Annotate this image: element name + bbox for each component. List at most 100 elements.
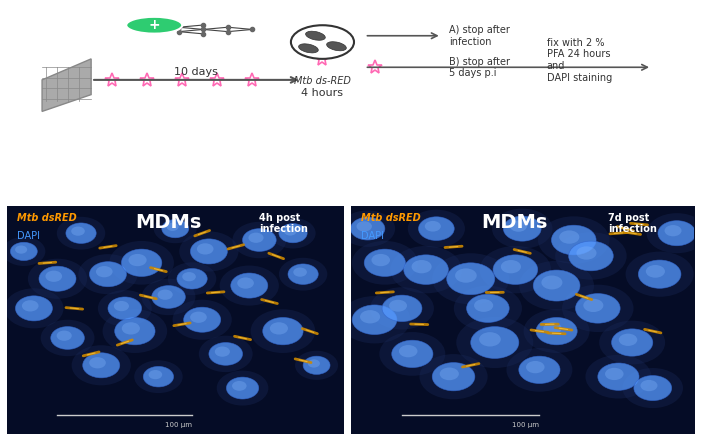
Circle shape: [471, 327, 519, 358]
Circle shape: [372, 254, 390, 266]
Text: fix with 2 %
PFA 24 hours
and
DAPI staining: fix with 2 % PFA 24 hours and DAPI stain…: [547, 38, 612, 83]
Circle shape: [57, 331, 72, 341]
Circle shape: [419, 354, 488, 399]
Circle shape: [382, 295, 422, 321]
Circle shape: [263, 318, 303, 345]
Circle shape: [184, 307, 221, 332]
Circle shape: [233, 222, 286, 258]
Text: +: +: [149, 18, 160, 32]
Circle shape: [46, 271, 62, 282]
Circle shape: [524, 309, 590, 353]
Circle shape: [576, 246, 597, 260]
Circle shape: [98, 290, 151, 327]
Circle shape: [533, 270, 580, 301]
Circle shape: [4, 288, 64, 328]
Circle shape: [128, 254, 147, 266]
Circle shape: [474, 299, 494, 312]
Circle shape: [28, 259, 87, 299]
Circle shape: [15, 296, 53, 321]
Circle shape: [447, 263, 495, 295]
Circle shape: [352, 305, 397, 335]
Text: Mtb ds-RED: Mtb ds-RED: [294, 76, 351, 86]
Circle shape: [519, 261, 594, 311]
Circle shape: [360, 310, 380, 323]
Circle shape: [455, 268, 477, 283]
Circle shape: [197, 243, 214, 254]
Circle shape: [251, 309, 315, 353]
Circle shape: [158, 290, 172, 300]
Circle shape: [599, 321, 665, 364]
Circle shape: [231, 273, 268, 298]
Circle shape: [479, 332, 501, 346]
Circle shape: [122, 322, 140, 335]
Circle shape: [89, 357, 106, 368]
Circle shape: [39, 266, 76, 291]
Circle shape: [646, 265, 665, 278]
Circle shape: [619, 334, 637, 346]
Circle shape: [559, 230, 579, 244]
Circle shape: [237, 277, 254, 289]
Circle shape: [339, 296, 410, 343]
Circle shape: [665, 225, 681, 237]
Circle shape: [149, 370, 162, 379]
Text: 100 µm: 100 µm: [165, 422, 192, 428]
Circle shape: [271, 218, 315, 248]
Circle shape: [357, 221, 372, 231]
Circle shape: [541, 276, 562, 290]
Circle shape: [179, 231, 238, 272]
Circle shape: [108, 297, 142, 320]
Text: 7d post
infection: 7d post infection: [608, 213, 657, 234]
Circle shape: [115, 318, 155, 345]
Circle shape: [408, 210, 465, 247]
Circle shape: [379, 332, 445, 376]
Circle shape: [142, 279, 196, 315]
Circle shape: [538, 216, 609, 264]
Circle shape: [168, 262, 217, 295]
Circle shape: [219, 265, 279, 306]
Circle shape: [641, 380, 658, 391]
Circle shape: [270, 322, 288, 335]
Circle shape: [288, 264, 318, 284]
Circle shape: [293, 268, 307, 277]
Circle shape: [121, 249, 162, 276]
Ellipse shape: [327, 42, 346, 51]
Circle shape: [182, 272, 196, 281]
Text: DAPI: DAPI: [361, 231, 384, 241]
Circle shape: [562, 285, 634, 332]
Circle shape: [209, 343, 243, 365]
Circle shape: [308, 359, 320, 367]
Circle shape: [215, 346, 230, 357]
Text: DAPI: DAPI: [17, 231, 40, 241]
Circle shape: [114, 301, 129, 311]
Circle shape: [404, 255, 449, 284]
Text: MDMs: MDMs: [135, 213, 201, 232]
Circle shape: [143, 367, 174, 387]
Ellipse shape: [299, 44, 318, 53]
Circle shape: [83, 353, 120, 378]
Text: 100 µm: 100 µm: [512, 422, 540, 428]
Circle shape: [611, 329, 653, 356]
Circle shape: [658, 221, 695, 246]
Circle shape: [365, 249, 405, 276]
Circle shape: [526, 361, 545, 373]
Circle shape: [352, 241, 418, 285]
Circle shape: [569, 241, 613, 271]
Circle shape: [440, 367, 459, 380]
Circle shape: [41, 320, 95, 356]
Circle shape: [605, 368, 624, 380]
Circle shape: [90, 261, 126, 287]
Circle shape: [425, 221, 441, 232]
Circle shape: [543, 322, 562, 335]
Circle shape: [248, 233, 264, 243]
Polygon shape: [42, 59, 91, 111]
Circle shape: [151, 286, 185, 308]
Circle shape: [576, 293, 620, 323]
Circle shape: [555, 232, 627, 279]
Circle shape: [625, 251, 694, 297]
Circle shape: [154, 214, 197, 243]
Circle shape: [370, 287, 434, 329]
Circle shape: [639, 260, 681, 288]
Circle shape: [303, 356, 330, 374]
Circle shape: [50, 327, 84, 350]
Circle shape: [399, 345, 418, 357]
